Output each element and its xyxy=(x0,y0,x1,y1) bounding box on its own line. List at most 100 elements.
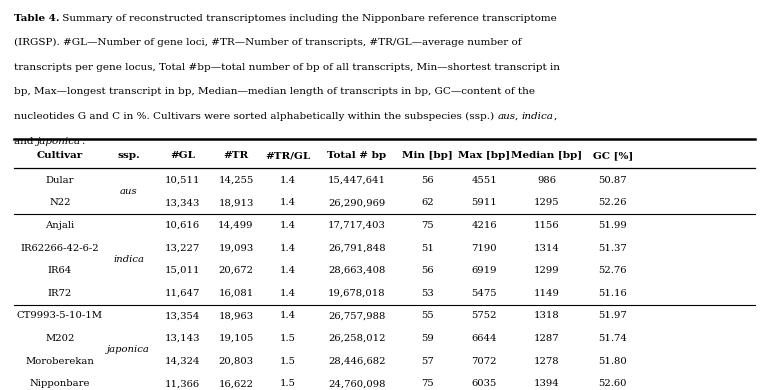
Text: 14,255: 14,255 xyxy=(218,176,254,184)
Text: 1.4: 1.4 xyxy=(280,221,296,230)
Text: 51.74: 51.74 xyxy=(598,334,627,343)
Text: 11,647: 11,647 xyxy=(165,289,200,298)
Text: Table 4.: Table 4. xyxy=(14,14,60,23)
Text: 16,622: 16,622 xyxy=(218,379,254,388)
Text: 24,760,098: 24,760,098 xyxy=(328,379,386,388)
Text: 6644: 6644 xyxy=(471,334,497,343)
Text: (IRGSP). #GL—Number of gene loci, #TR—Number of transcripts, #TR/GL—average numb: (IRGSP). #GL—Number of gene loci, #TR—Nu… xyxy=(14,38,522,47)
Text: 51.80: 51.80 xyxy=(598,356,627,365)
Text: 7072: 7072 xyxy=(471,356,497,365)
Text: 1278: 1278 xyxy=(534,356,560,365)
Text: 26,290,969: 26,290,969 xyxy=(329,198,385,207)
Text: 26,791,848: 26,791,848 xyxy=(328,243,386,252)
Text: 1314: 1314 xyxy=(534,243,560,252)
Text: Dular: Dular xyxy=(45,176,74,184)
Text: 13,143: 13,143 xyxy=(165,334,200,343)
Text: 1.4: 1.4 xyxy=(280,176,296,184)
Text: 75: 75 xyxy=(421,379,434,388)
Text: 1.5: 1.5 xyxy=(280,379,296,388)
Text: 19,093: 19,093 xyxy=(218,243,254,252)
Text: 4216: 4216 xyxy=(471,221,497,230)
Text: Moroberekan: Moroberekan xyxy=(25,356,94,365)
Text: 1149: 1149 xyxy=(534,289,560,298)
Text: .: . xyxy=(80,136,84,145)
Text: 26,258,012: 26,258,012 xyxy=(328,334,386,343)
Text: 1.5: 1.5 xyxy=(280,356,296,365)
Text: 62: 62 xyxy=(421,198,434,207)
Text: 75: 75 xyxy=(421,221,434,230)
Text: 1.4: 1.4 xyxy=(280,311,296,320)
Text: 53: 53 xyxy=(421,289,434,298)
Text: Total # bp: Total # bp xyxy=(327,151,387,160)
Text: ssp.: ssp. xyxy=(117,151,140,160)
Text: 28,446,682: 28,446,682 xyxy=(328,356,386,365)
Text: 13,343: 13,343 xyxy=(165,198,200,207)
Text: 56: 56 xyxy=(421,266,434,275)
Text: 52.76: 52.76 xyxy=(598,266,627,275)
Text: 59: 59 xyxy=(421,334,434,343)
Text: 16,081: 16,081 xyxy=(218,289,254,298)
Text: Median [bp]: Median [bp] xyxy=(512,151,582,160)
Text: 20,803: 20,803 xyxy=(218,356,254,365)
Text: Cultivar: Cultivar xyxy=(37,151,83,160)
Text: indica: indica xyxy=(522,112,554,121)
Text: 1.4: 1.4 xyxy=(280,289,296,298)
Text: IR64: IR64 xyxy=(47,266,72,275)
Text: 5911: 5911 xyxy=(471,198,497,207)
Text: 1295: 1295 xyxy=(534,198,560,207)
Text: 52.60: 52.60 xyxy=(598,379,627,388)
Text: aus: aus xyxy=(497,112,516,121)
Text: 1287: 1287 xyxy=(534,334,560,343)
Text: 1299: 1299 xyxy=(534,266,560,275)
Text: indica: indica xyxy=(113,255,144,264)
Text: 18,963: 18,963 xyxy=(218,311,254,320)
Text: 1.4: 1.4 xyxy=(280,266,296,275)
Text: 986: 986 xyxy=(538,176,556,184)
Text: GC [%]: GC [%] xyxy=(593,151,633,160)
Text: IR72: IR72 xyxy=(47,289,72,298)
Text: M202: M202 xyxy=(45,334,74,343)
Text: 51.16: 51.16 xyxy=(598,289,627,298)
Text: and: and xyxy=(14,136,37,145)
Text: 15,447,641: 15,447,641 xyxy=(328,176,386,184)
Text: 14,324: 14,324 xyxy=(165,356,200,365)
Text: 15,011: 15,011 xyxy=(165,266,200,275)
Text: 52.26: 52.26 xyxy=(598,198,627,207)
Text: ,: , xyxy=(554,112,557,121)
Text: transcripts per gene locus, Total #bp—total number of bp of all transcripts, Min: transcripts per gene locus, Total #bp—to… xyxy=(14,63,560,72)
Text: 51: 51 xyxy=(421,243,434,252)
Text: 14,499: 14,499 xyxy=(218,221,254,230)
Text: bp, Max—longest transcript in bp, Median—median length of transcripts in bp, GC—: bp, Max—longest transcript in bp, Median… xyxy=(14,87,535,96)
Text: Anjali: Anjali xyxy=(45,221,74,230)
Text: japonica: japonica xyxy=(107,345,150,354)
Text: 51.99: 51.99 xyxy=(598,221,627,230)
Text: 10,511: 10,511 xyxy=(165,176,200,184)
Text: 1.4: 1.4 xyxy=(280,198,296,207)
Text: 18,913: 18,913 xyxy=(218,198,254,207)
Text: 56: 56 xyxy=(421,176,434,184)
Text: 57: 57 xyxy=(421,356,434,365)
Text: Nipponbare: Nipponbare xyxy=(30,379,90,388)
Text: Summary of reconstructed transcriptomes including the Nipponbare reference trans: Summary of reconstructed transcriptomes … xyxy=(60,14,557,23)
Text: Min [bp]: Min [bp] xyxy=(402,151,453,160)
Text: 1394: 1394 xyxy=(534,379,560,388)
Text: 50.87: 50.87 xyxy=(598,176,627,184)
Text: 1.5: 1.5 xyxy=(280,334,296,343)
Text: 51.97: 51.97 xyxy=(598,311,627,320)
Text: 6035: 6035 xyxy=(471,379,497,388)
Text: aus: aus xyxy=(119,187,138,196)
Text: 13,227: 13,227 xyxy=(165,243,200,252)
Text: #GL: #GL xyxy=(170,151,195,160)
Text: nucleotides G and C in %. Cultivars were sorted alphabetically within the subspe: nucleotides G and C in %. Cultivars were… xyxy=(14,112,497,121)
Text: #TR: #TR xyxy=(224,151,248,160)
Text: 4551: 4551 xyxy=(471,176,497,184)
Text: 5752: 5752 xyxy=(471,311,497,320)
Text: 19,678,018: 19,678,018 xyxy=(328,289,386,298)
Text: IR62266-42-6-2: IR62266-42-6-2 xyxy=(21,243,99,252)
Text: 55: 55 xyxy=(421,311,434,320)
Text: 26,757,988: 26,757,988 xyxy=(329,311,385,320)
Text: 28,663,408: 28,663,408 xyxy=(329,266,385,275)
Text: 7190: 7190 xyxy=(471,243,497,252)
Text: 5475: 5475 xyxy=(471,289,497,298)
Text: japonica: japonica xyxy=(37,136,80,145)
